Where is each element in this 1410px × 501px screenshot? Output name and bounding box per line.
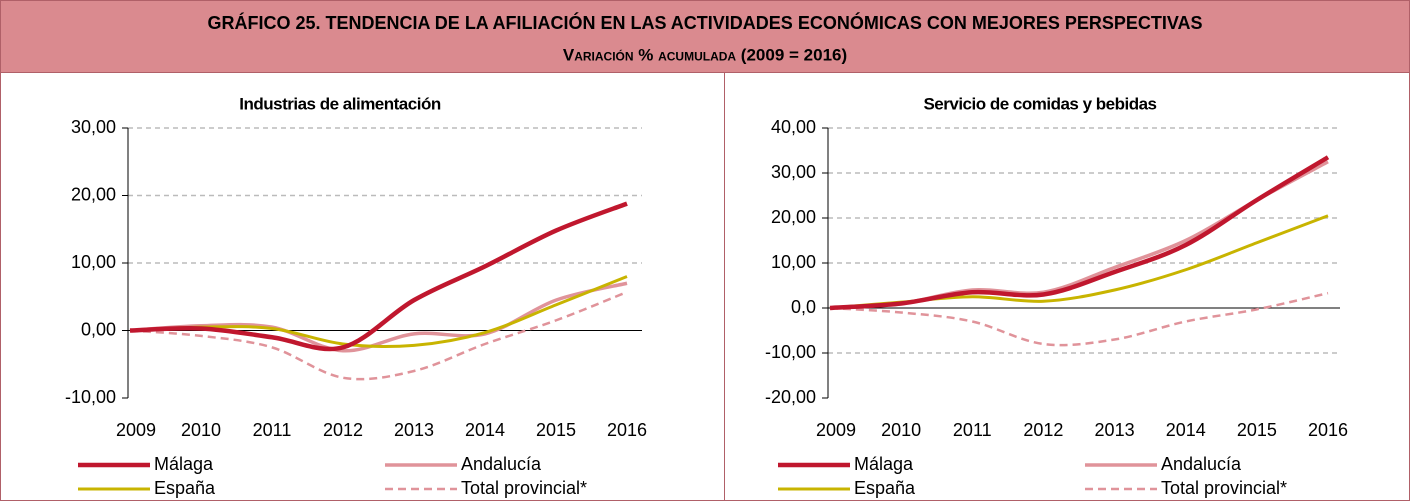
series-line bbox=[829, 291, 1329, 347]
x-tick-label: 2011 bbox=[253, 420, 292, 440]
series-line bbox=[829, 155, 1330, 311]
y-tick-label: -10,00 bbox=[765, 342, 816, 362]
x-tick-label: 2012 bbox=[323, 420, 363, 440]
x-tick-label: 2014 bbox=[465, 420, 505, 440]
x-tick-label: 2010 bbox=[181, 420, 221, 440]
y-tick-label: 30,00 bbox=[71, 117, 116, 137]
y-tick-label: 10,00 bbox=[771, 252, 816, 272]
header-title: GRÁFICO 25. TENDENCIA DE LA AFILIACIÓN E… bbox=[207, 12, 1202, 33]
x-tick-label: 2015 bbox=[1237, 420, 1277, 440]
x-tick-label: 2011 bbox=[953, 420, 992, 440]
x-tick-label: 2014 bbox=[1166, 420, 1206, 440]
chart-title: Servicio de comidas y bebidas bbox=[923, 94, 1156, 113]
y-tick-label: 10,00 bbox=[71, 252, 116, 272]
series-line bbox=[129, 290, 628, 381]
header-subtitle: Variación % acumulada (2009 = 2016) bbox=[563, 45, 847, 64]
x-tick-label: 2010 bbox=[881, 420, 921, 440]
legend-label: Málaga bbox=[854, 454, 914, 474]
x-tick-label: 2016 bbox=[1308, 420, 1348, 440]
legend-label: Andalucía bbox=[1161, 454, 1242, 474]
y-tick-label: 40,00 bbox=[771, 117, 816, 137]
y-tick-label: 20,00 bbox=[771, 207, 816, 227]
legend-label: Total provincial* bbox=[461, 478, 587, 498]
legend-label: Total provincial* bbox=[1161, 478, 1287, 498]
legend-label: Andalucía bbox=[461, 454, 542, 474]
y-tick-label: -20,00 bbox=[765, 387, 816, 407]
y-tick-label: 0,00 bbox=[81, 319, 116, 339]
x-tick-label: 2009 bbox=[816, 420, 856, 440]
legend-label: Málaga bbox=[154, 454, 214, 474]
x-tick-label: 2015 bbox=[536, 420, 576, 440]
legend-label: España bbox=[154, 478, 216, 498]
x-tick-label: 2013 bbox=[1095, 420, 1135, 440]
x-tick-label: 2009 bbox=[116, 420, 156, 440]
series-line bbox=[129, 201, 628, 352]
header-band bbox=[0, 0, 1410, 73]
chart-title: Industrias de alimentación bbox=[239, 94, 441, 113]
y-tick-label: 30,00 bbox=[771, 162, 816, 182]
x-tick-label: 2016 bbox=[607, 420, 647, 440]
y-tick-label: 0,0 bbox=[791, 297, 816, 317]
legend-label: España bbox=[854, 478, 916, 498]
y-tick-label: -10,00 bbox=[65, 387, 116, 407]
x-tick-label: 2012 bbox=[1023, 420, 1063, 440]
y-tick-label: 20,00 bbox=[71, 184, 116, 204]
x-tick-label: 2013 bbox=[394, 420, 434, 440]
